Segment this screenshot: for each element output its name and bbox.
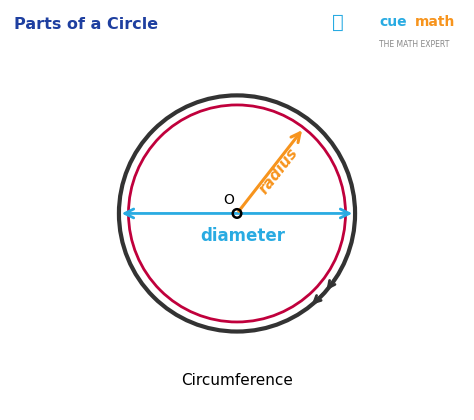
Text: cue: cue [379, 15, 407, 29]
Text: THE MATH EXPERT: THE MATH EXPERT [379, 40, 449, 49]
Text: math: math [415, 15, 455, 29]
Text: O: O [224, 193, 235, 207]
Text: Circumference: Circumference [181, 373, 293, 388]
Text: 🚀: 🚀 [332, 13, 344, 32]
Text: diameter: diameter [200, 227, 285, 245]
Text: radius: radius [256, 145, 301, 197]
Text: Parts of a Circle: Parts of a Circle [14, 17, 158, 32]
